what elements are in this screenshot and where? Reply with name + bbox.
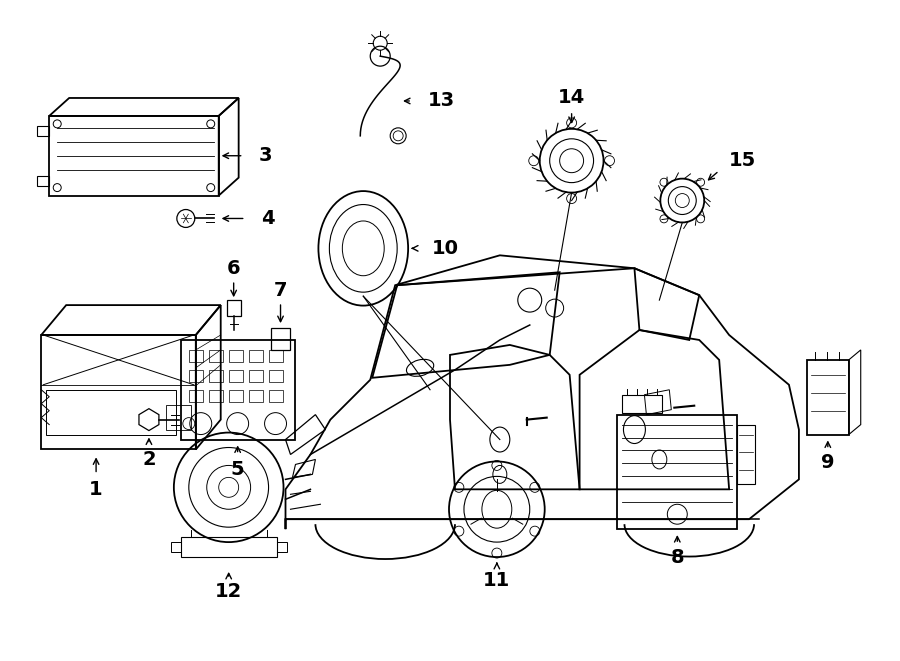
- Text: 15: 15: [729, 151, 756, 171]
- Text: 8: 8: [670, 547, 684, 566]
- Text: 6: 6: [227, 258, 240, 278]
- Text: 12: 12: [215, 582, 242, 602]
- Text: 1: 1: [89, 480, 103, 499]
- Text: 10: 10: [432, 239, 459, 258]
- Text: 14: 14: [558, 89, 585, 108]
- Text: 3: 3: [258, 146, 272, 165]
- Text: 5: 5: [230, 460, 245, 479]
- Text: 7: 7: [274, 281, 287, 299]
- Text: 11: 11: [483, 572, 510, 590]
- Text: 2: 2: [142, 450, 156, 469]
- Text: 13: 13: [428, 91, 455, 110]
- Text: 9: 9: [821, 453, 834, 472]
- Text: 4: 4: [261, 209, 274, 228]
